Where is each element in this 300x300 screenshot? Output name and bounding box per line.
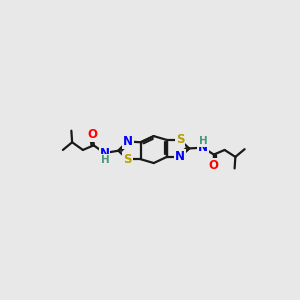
Text: S: S: [176, 134, 184, 146]
Text: S: S: [123, 153, 132, 166]
Text: H: H: [101, 155, 110, 165]
Text: O: O: [209, 159, 219, 172]
Text: O: O: [87, 128, 97, 141]
Text: N: N: [198, 141, 208, 154]
Text: H: H: [200, 136, 208, 146]
Text: N: N: [100, 146, 110, 160]
Text: N: N: [123, 135, 133, 148]
Text: N: N: [175, 150, 185, 164]
